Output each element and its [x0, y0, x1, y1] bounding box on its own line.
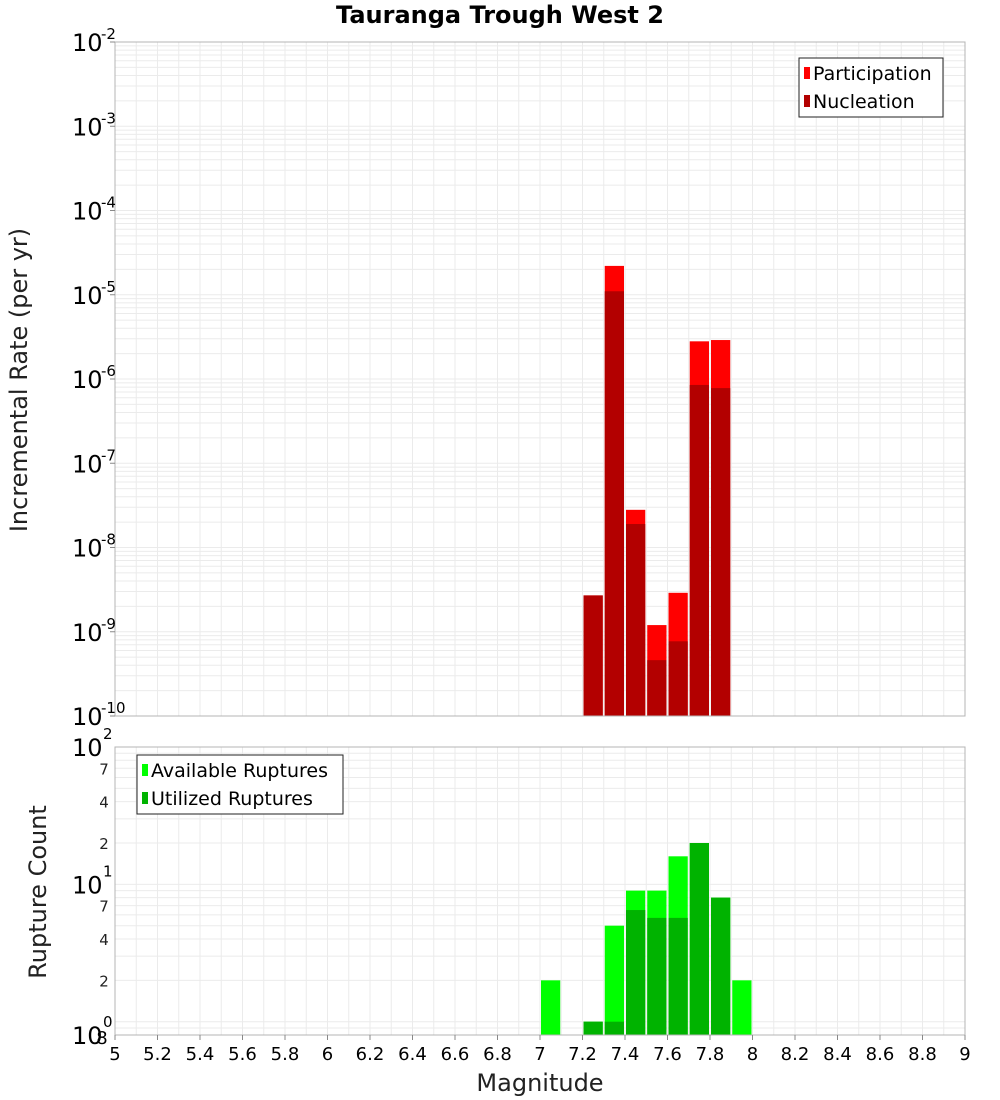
- x-tick-label: 8: [747, 1044, 758, 1065]
- y-tick-base: 10: [72, 113, 103, 141]
- nucleation-bar: [689, 384, 709, 716]
- nucleation-bar: [626, 524, 646, 716]
- bottom-legend: Available Ruptures Utilized Ruptures: [136, 754, 344, 815]
- y-tick-exponent: -9: [101, 615, 116, 633]
- x-tick-label: 8.4: [823, 1044, 852, 1065]
- y-tick-exponent: 0: [103, 1013, 113, 1031]
- x-tick-label: 8.6: [866, 1044, 895, 1065]
- y-minor-tick-label: 8: [96, 1028, 107, 1049]
- y-tick-exponent: -5: [101, 278, 116, 296]
- y-tick-base: 10: [72, 619, 103, 647]
- y-tick-exponent: -2: [101, 25, 116, 43]
- utilized-bar: [604, 1021, 624, 1035]
- x-tick-label: 5: [109, 1044, 120, 1065]
- utilized-bar: [647, 917, 667, 1035]
- x-tick-label: 8.8: [908, 1044, 937, 1065]
- y-tick-exponent: 1: [103, 862, 113, 880]
- x-tick-label: 9: [959, 1044, 970, 1065]
- y-tick-base: 10: [72, 703, 103, 731]
- utilized-bar: [711, 897, 731, 1035]
- nucleation-bar: [647, 660, 667, 716]
- y-minor-tick-label: 7: [99, 898, 109, 916]
- y-minor-tick-label: 2: [99, 972, 109, 990]
- top-grid: [114, 42, 966, 717]
- y-minor-tick-label: 7: [99, 760, 109, 778]
- x-tick-label: 6.8: [483, 1044, 512, 1065]
- top-y-ticks: 10-210-310-410-510-610-710-810-910-10: [72, 25, 126, 731]
- x-axis-ticks: 5 5.2 5.4 5.6 5.8 6 6.2 6.4 6.6 6.8 7 7.2 7.4 7.6 7.8 8…: [109, 1035, 971, 1065]
- y-minor-tick-label: 2: [99, 835, 109, 853]
- y-tick-base: 10: [72, 366, 103, 394]
- legend-swatch: [142, 792, 148, 804]
- y-tick-exponent: 2: [103, 725, 113, 743]
- x-tick-label: 5.4: [186, 1044, 215, 1065]
- available-bar: [541, 980, 561, 1035]
- legend-label: Utilized Ruptures: [151, 788, 313, 810]
- legend-swatch: [142, 764, 148, 776]
- y-tick-base: 10: [72, 198, 103, 226]
- nucleation-bar: [668, 641, 688, 716]
- y-tick-base: 10: [72, 535, 103, 563]
- y-tick-base: 10: [72, 29, 103, 57]
- bottom-bars: [541, 843, 752, 1035]
- legend-label: Participation: [813, 63, 932, 85]
- utilized-bar: [626, 910, 646, 1035]
- x-tick-label: 7: [534, 1044, 545, 1065]
- x-tick-label: 5.6: [228, 1044, 257, 1065]
- nucleation-bar: [711, 388, 731, 716]
- y-tick-base: 10: [72, 450, 103, 478]
- available-bar: [732, 980, 752, 1035]
- bottom-y-axis-label: Rupture Count: [24, 805, 52, 979]
- y-tick-exponent: -7: [101, 446, 116, 464]
- top-bars: [583, 265, 731, 716]
- y-tick-exponent: -4: [101, 194, 116, 212]
- x-tick-label: 5.2: [143, 1044, 172, 1065]
- y-tick-exponent: -6: [101, 362, 116, 380]
- available-bar: [604, 925, 624, 1035]
- top-panel: 10-210-310-410-510-610-710-810-910-10 In…: [5, 25, 966, 731]
- y-tick-exponent: -3: [101, 109, 116, 127]
- top-y-axis-label: Incremental Rate (per yr): [5, 228, 33, 532]
- x-axis-label: Magnitude: [476, 1069, 603, 1097]
- y-tick-base: 10: [72, 734, 103, 762]
- legend-label: Available Ruptures: [151, 760, 328, 782]
- y-tick-exponent: -8: [101, 531, 116, 549]
- x-tick-label: 7.2: [568, 1044, 597, 1065]
- utilized-bar: [583, 1021, 603, 1035]
- nucleation-bar: [583, 595, 603, 716]
- utilized-bar: [689, 843, 709, 1035]
- y-tick-exponent: -10: [101, 699, 126, 717]
- x-tick-label: 7.6: [653, 1044, 682, 1065]
- utilized-bar: [668, 917, 688, 1035]
- top-legend: Participation Nucleation: [798, 57, 944, 118]
- x-tick-label: 6: [322, 1044, 333, 1065]
- y-minor-tick-label: 4: [99, 931, 109, 949]
- legend-label: Nucleation: [813, 91, 915, 113]
- chart-title: Tauranga Trough West 2: [336, 1, 664, 29]
- y-minor-tick-label: 4: [99, 794, 109, 812]
- x-tick-label: 6.6: [441, 1044, 470, 1065]
- y-tick-base: 10: [72, 871, 103, 899]
- x-tick-label: 7.8: [696, 1044, 725, 1065]
- legend-box: [798, 57, 944, 118]
- y-tick-base: 10: [72, 282, 103, 310]
- nucleation-bar: [604, 291, 624, 716]
- legend-swatch: [804, 95, 810, 107]
- x-tick-label: 8.2: [781, 1044, 810, 1065]
- x-tick-label: 6.2: [356, 1044, 385, 1065]
- x-tick-label: 7.4: [611, 1044, 640, 1065]
- legend-swatch: [804, 67, 810, 79]
- y-tick-base: 10: [72, 1022, 103, 1050]
- x-tick-label: 5.8: [271, 1044, 300, 1065]
- x-tick-label: 6.4: [398, 1044, 427, 1065]
- legend-box: [136, 754, 344, 815]
